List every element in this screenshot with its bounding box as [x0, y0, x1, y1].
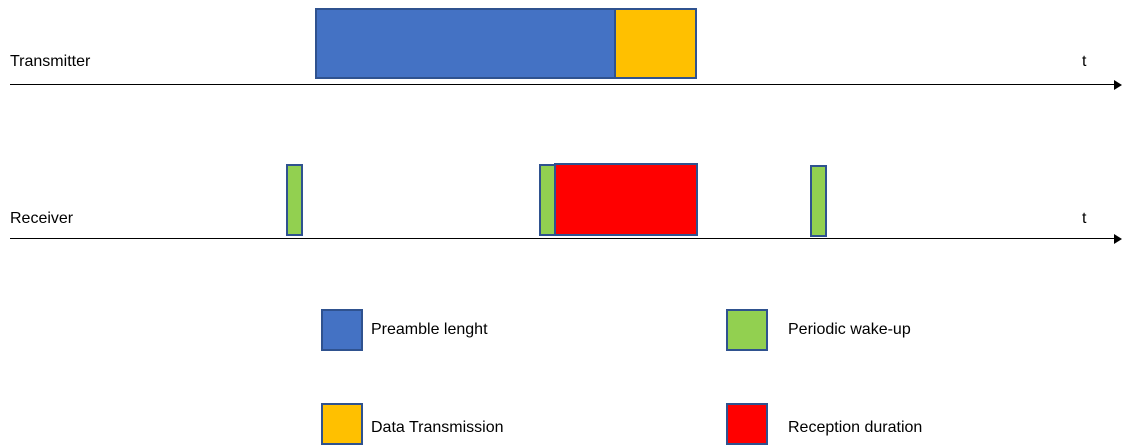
receiver-axis-arrow-icon	[1114, 234, 1122, 244]
legend-data-swatch	[321, 403, 363, 445]
receiver-time-label: t	[1082, 210, 1087, 227]
legend-reception-label: Reception duration	[788, 419, 923, 436]
transmitter-axis-arrow-icon	[1114, 80, 1122, 90]
transmitter-preamble-block	[315, 8, 616, 79]
legend-reception-swatch	[726, 403, 768, 445]
legend-preamble-swatch	[321, 309, 363, 351]
legend-wakeup-swatch	[726, 309, 768, 351]
receiver-time-axis	[10, 238, 1114, 239]
transmitter-time-axis	[10, 84, 1114, 85]
receiver-wakeup-block-3	[810, 165, 827, 237]
legend-preamble-label: Preamble lenght	[371, 321, 488, 338]
transmitter-label: Transmitter	[10, 53, 91, 70]
transmitter-data-block	[614, 8, 697, 79]
receiver-reception-block	[554, 163, 698, 236]
legend-data-label: Data Transmission	[371, 419, 504, 436]
transmitter-time-label: t	[1082, 53, 1087, 70]
legend-wakeup-label: Periodic wake-up	[788, 321, 911, 338]
receiver-label: Receiver	[10, 210, 74, 227]
receiver-wakeup-block-1	[286, 164, 303, 236]
